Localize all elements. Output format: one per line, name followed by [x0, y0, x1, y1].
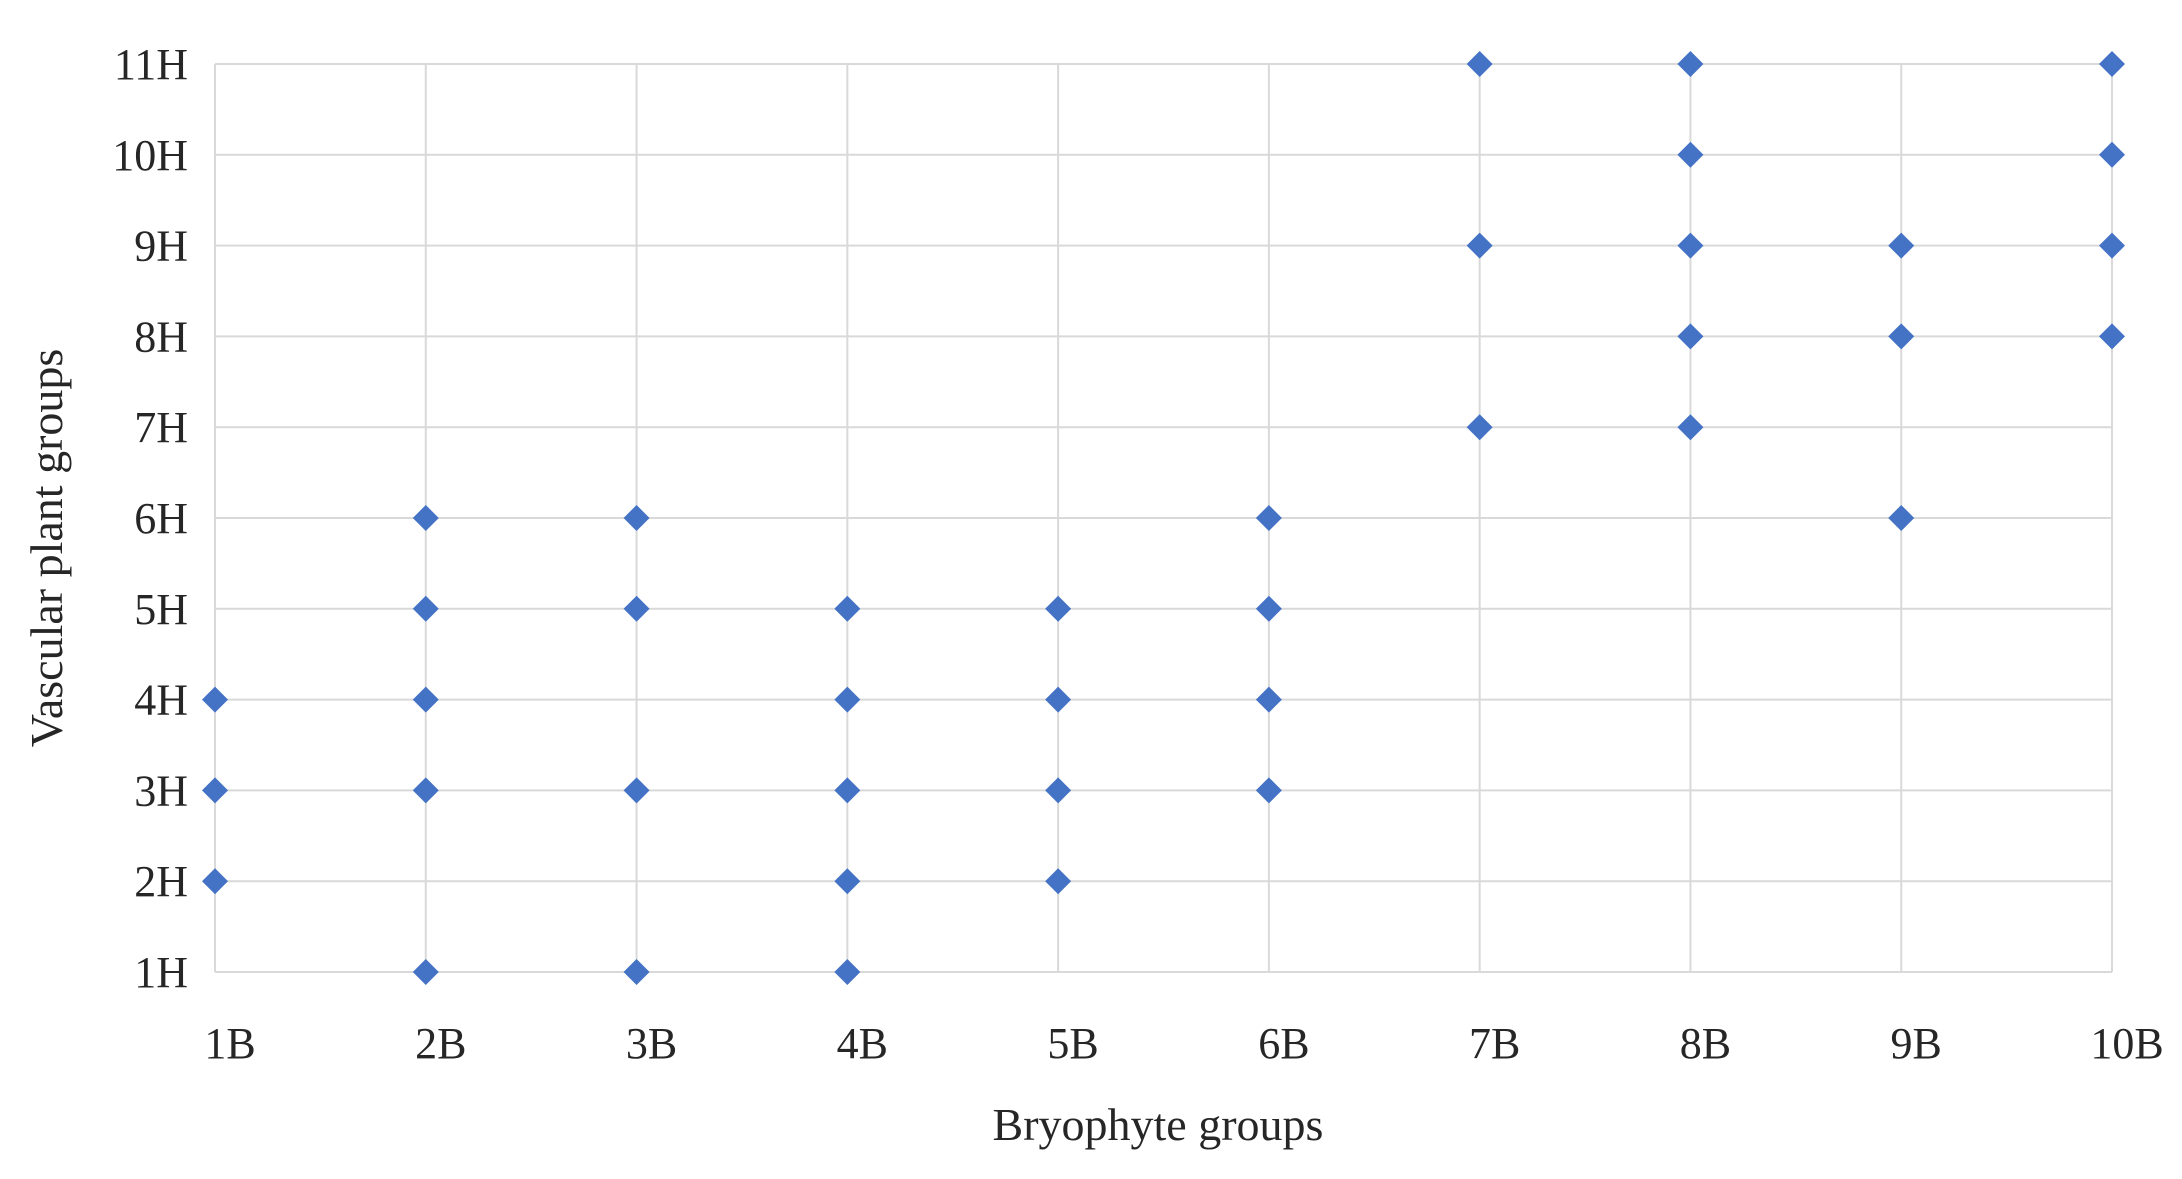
point-2B-4H [412, 686, 439, 713]
y-tick-7H: 7H [134, 403, 188, 452]
point-4B-5H [834, 595, 861, 622]
point-5B-3H [1045, 777, 1072, 804]
x-tick-10B: 10B [2090, 1019, 2163, 1068]
point-10B-11H [2099, 51, 2125, 77]
y-tick-9H: 9H [134, 222, 188, 271]
point-7B-9H [1466, 232, 1493, 259]
point-2B-3H [412, 777, 439, 804]
y-tick-1H: 1H [134, 948, 188, 997]
y-tick-4H: 4H [134, 676, 188, 725]
horizontal-gridlines [215, 63, 2112, 973]
point-7B-11H [1466, 51, 1493, 77]
point-8B-8H [1677, 323, 1704, 350]
y-tick-10H: 10H [112, 131, 188, 180]
point-2B-1H [412, 959, 439, 985]
point-9B-8H [1888, 323, 1915, 350]
x-tick-1B: 1B [204, 1019, 255, 1068]
point-8B-10H [1677, 141, 1704, 168]
point-6B-5H [1255, 595, 1282, 622]
point-1B-2H [202, 868, 228, 895]
point-6B-6H [1255, 505, 1282, 531]
point-4B-3H [834, 777, 861, 804]
x-tick-7B: 7B [1469, 1019, 1520, 1068]
point-3B-6H [623, 505, 650, 531]
y-tick-8H: 8H [134, 312, 188, 361]
y-tick-6H: 6H [134, 494, 188, 543]
y-axis-title: Vascular plant groups [21, 349, 72, 748]
y-tick-2H: 2H [134, 857, 188, 906]
point-6B-3H [1255, 777, 1282, 804]
y-axis-tick-labels: 1H 2H 3H 4H 5H 6H 7H 8H 9H 10H 11H [112, 40, 188, 997]
y-tick-3H: 3H [134, 766, 188, 815]
point-5B-2H [1045, 868, 1072, 895]
x-axis-title: Bryophyte groups [993, 1099, 1324, 1150]
x-tick-8B: 8B [1680, 1019, 1731, 1068]
point-10B-9H [2099, 232, 2125, 259]
point-4B-2H [834, 868, 861, 895]
point-1B-3H [202, 777, 228, 804]
x-tick-9B: 9B [1891, 1019, 1942, 1068]
x-axis-tick-labels: 1B 2B 3B 4B 5B 6B 7B 8B 9B 10B [204, 1019, 2163, 1068]
point-5B-4H [1045, 686, 1072, 713]
point-8B-11H [1677, 51, 1704, 77]
point-10B-8H [2099, 323, 2125, 350]
x-tick-4B: 4B [837, 1019, 888, 1068]
y-tick-5H: 5H [134, 585, 188, 634]
point-3B-1H [623, 959, 650, 985]
point-8B-9H [1677, 232, 1704, 259]
point-7B-7H [1466, 414, 1493, 441]
x-tick-5B: 5B [1047, 1019, 1098, 1068]
point-3B-5H [623, 595, 650, 622]
point-3B-3H [623, 777, 650, 804]
x-tick-3B: 3B [626, 1019, 677, 1068]
point-4B-1H [834, 959, 861, 985]
point-9B-6H [1888, 505, 1915, 531]
point-9B-9H [1888, 232, 1915, 259]
point-1B-4H [202, 686, 228, 713]
point-6B-4H [1255, 686, 1282, 713]
point-10B-10H [2099, 141, 2125, 168]
y-tick-11H: 11H [114, 40, 188, 89]
x-tick-6B: 6B [1258, 1019, 1309, 1068]
x-tick-2B: 2B [415, 1019, 466, 1068]
point-2B-5H [412, 595, 439, 622]
data-points [202, 51, 2125, 985]
point-5B-5H [1045, 595, 1072, 622]
point-2B-6H [412, 505, 439, 531]
point-8B-7H [1677, 414, 1704, 441]
point-4B-4H [834, 686, 861, 713]
